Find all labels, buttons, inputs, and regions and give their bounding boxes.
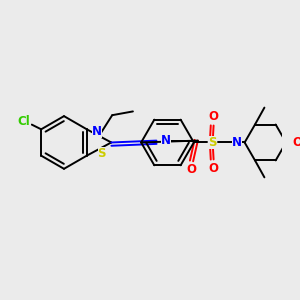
Text: N: N (92, 125, 102, 138)
Text: O: O (208, 162, 219, 175)
Text: O: O (292, 136, 300, 149)
Text: S: S (208, 136, 217, 149)
Text: O: O (208, 110, 219, 123)
Text: N: N (232, 136, 242, 149)
Text: O: O (186, 163, 196, 176)
Text: S: S (98, 147, 106, 160)
Text: N: N (161, 134, 171, 147)
Text: Cl: Cl (18, 115, 31, 128)
